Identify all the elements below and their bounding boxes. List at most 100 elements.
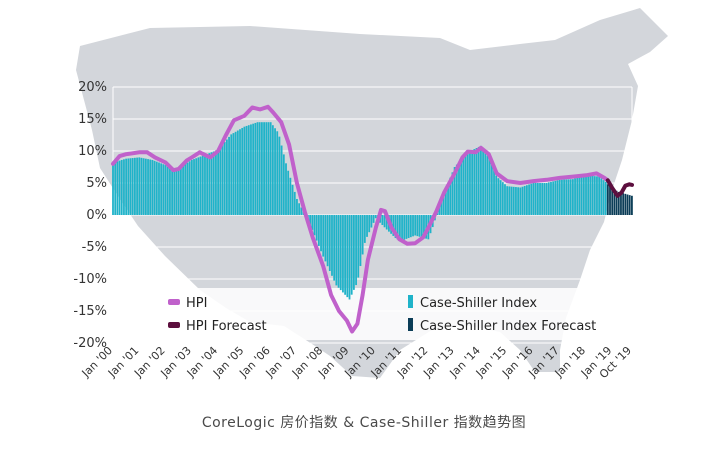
bar xyxy=(523,185,526,215)
bar xyxy=(328,215,331,271)
bar xyxy=(320,215,322,252)
bar xyxy=(228,136,230,215)
bar xyxy=(160,163,163,215)
bar xyxy=(149,159,152,215)
bar xyxy=(536,183,539,215)
bar xyxy=(118,160,121,215)
bar xyxy=(464,154,467,215)
bar xyxy=(142,158,145,215)
bar xyxy=(241,127,244,215)
bar xyxy=(366,215,368,237)
bar xyxy=(563,179,566,215)
bar xyxy=(561,179,563,215)
bar xyxy=(582,175,585,215)
bar xyxy=(497,178,500,215)
usa-map-background xyxy=(76,8,668,378)
bar xyxy=(615,190,618,215)
bar xyxy=(359,215,362,267)
bar xyxy=(271,125,274,215)
bar xyxy=(232,133,235,215)
bar xyxy=(239,129,241,215)
bar xyxy=(532,183,535,215)
bar xyxy=(215,150,217,215)
bar xyxy=(363,215,366,243)
bar xyxy=(217,149,220,215)
bar xyxy=(245,125,248,215)
bar xyxy=(624,193,627,215)
bar xyxy=(269,122,272,215)
bar xyxy=(521,186,524,215)
bar xyxy=(499,180,502,215)
bar xyxy=(425,215,428,239)
bar xyxy=(289,177,292,215)
bar xyxy=(394,215,397,239)
bar xyxy=(311,215,314,230)
bar xyxy=(576,177,579,215)
bar xyxy=(589,175,592,215)
bar xyxy=(444,188,447,215)
bar xyxy=(221,144,224,215)
y-tick-label: 20% xyxy=(78,80,107,95)
legend-swatch xyxy=(408,295,413,308)
bar xyxy=(370,215,373,228)
bar xyxy=(350,215,353,295)
bar xyxy=(412,215,414,237)
bar xyxy=(123,159,125,215)
bar xyxy=(190,159,193,215)
bar xyxy=(335,215,338,286)
bar xyxy=(177,168,180,215)
bar xyxy=(252,123,255,215)
bar xyxy=(151,159,154,215)
bar xyxy=(484,152,487,215)
bar xyxy=(236,130,239,215)
bar xyxy=(515,187,517,215)
bar xyxy=(585,175,587,215)
y-tick-label: 15% xyxy=(78,112,107,127)
bar xyxy=(313,215,316,236)
bar xyxy=(567,179,570,215)
bar xyxy=(322,215,325,257)
bar xyxy=(398,215,401,241)
bar xyxy=(195,158,198,215)
bar xyxy=(401,215,403,241)
bar xyxy=(543,183,546,215)
bar xyxy=(571,179,574,215)
bar xyxy=(315,215,318,241)
bar xyxy=(138,157,141,215)
legend-box xyxy=(158,288,606,340)
bar xyxy=(611,188,614,215)
y-tick-label: -10% xyxy=(73,272,107,287)
bar xyxy=(201,155,204,215)
bar xyxy=(510,186,513,215)
bar xyxy=(129,158,132,215)
bar xyxy=(250,124,252,215)
legend-layer: HPI HPI Forecast Case-Shiller Index Case-Sh… xyxy=(168,295,596,334)
bar xyxy=(539,183,541,215)
bar xyxy=(440,199,443,215)
bar xyxy=(462,157,465,215)
bar xyxy=(453,167,456,215)
bar xyxy=(256,122,259,215)
bar xyxy=(593,176,596,215)
bar xyxy=(578,177,581,215)
bar xyxy=(261,122,263,215)
bar xyxy=(285,163,287,215)
bar xyxy=(155,161,158,215)
bar xyxy=(206,153,209,215)
bar xyxy=(114,161,117,215)
bar xyxy=(171,170,174,215)
bar xyxy=(199,156,202,215)
bar xyxy=(357,215,360,278)
bar xyxy=(182,165,184,215)
bar xyxy=(225,139,228,215)
bar xyxy=(348,215,351,300)
bar xyxy=(606,184,609,215)
bar xyxy=(223,142,226,215)
bar xyxy=(127,158,130,215)
bar xyxy=(352,215,355,290)
bar xyxy=(414,215,417,236)
bar xyxy=(134,157,136,215)
line-layer xyxy=(111,104,634,334)
bar xyxy=(442,193,445,215)
